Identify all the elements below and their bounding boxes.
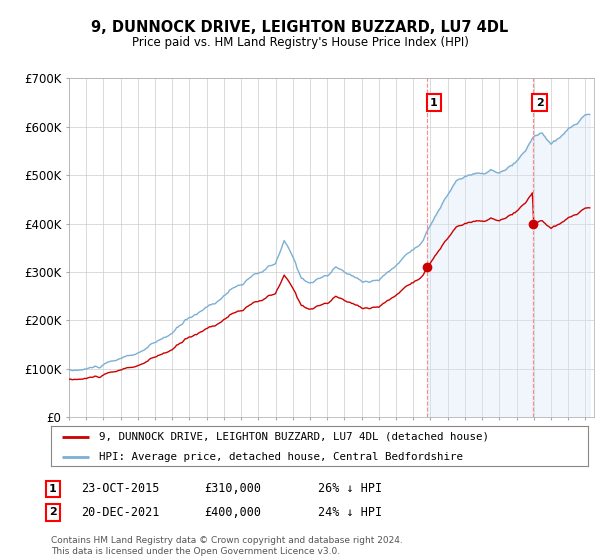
Text: 20-DEC-2021: 20-DEC-2021	[81, 506, 160, 519]
Text: 23-OCT-2015: 23-OCT-2015	[81, 482, 160, 496]
Text: 26% ↓ HPI: 26% ↓ HPI	[318, 482, 382, 496]
Text: 24% ↓ HPI: 24% ↓ HPI	[318, 506, 382, 519]
Text: 2: 2	[536, 97, 544, 108]
Text: 1: 1	[430, 97, 438, 108]
Text: £310,000: £310,000	[204, 482, 261, 496]
Text: 9, DUNNOCK DRIVE, LEIGHTON BUZZARD, LU7 4DL: 9, DUNNOCK DRIVE, LEIGHTON BUZZARD, LU7 …	[91, 20, 509, 35]
Text: 2: 2	[49, 507, 56, 517]
Text: 1: 1	[49, 484, 56, 494]
Text: Price paid vs. HM Land Registry's House Price Index (HPI): Price paid vs. HM Land Registry's House …	[131, 36, 469, 49]
Text: Contains HM Land Registry data © Crown copyright and database right 2024.
This d: Contains HM Land Registry data © Crown c…	[51, 536, 403, 556]
Text: £400,000: £400,000	[204, 506, 261, 519]
Text: HPI: Average price, detached house, Central Bedfordshire: HPI: Average price, detached house, Cent…	[100, 452, 463, 462]
Text: 9, DUNNOCK DRIVE, LEIGHTON BUZZARD, LU7 4DL (detached house): 9, DUNNOCK DRIVE, LEIGHTON BUZZARD, LU7 …	[100, 432, 490, 442]
